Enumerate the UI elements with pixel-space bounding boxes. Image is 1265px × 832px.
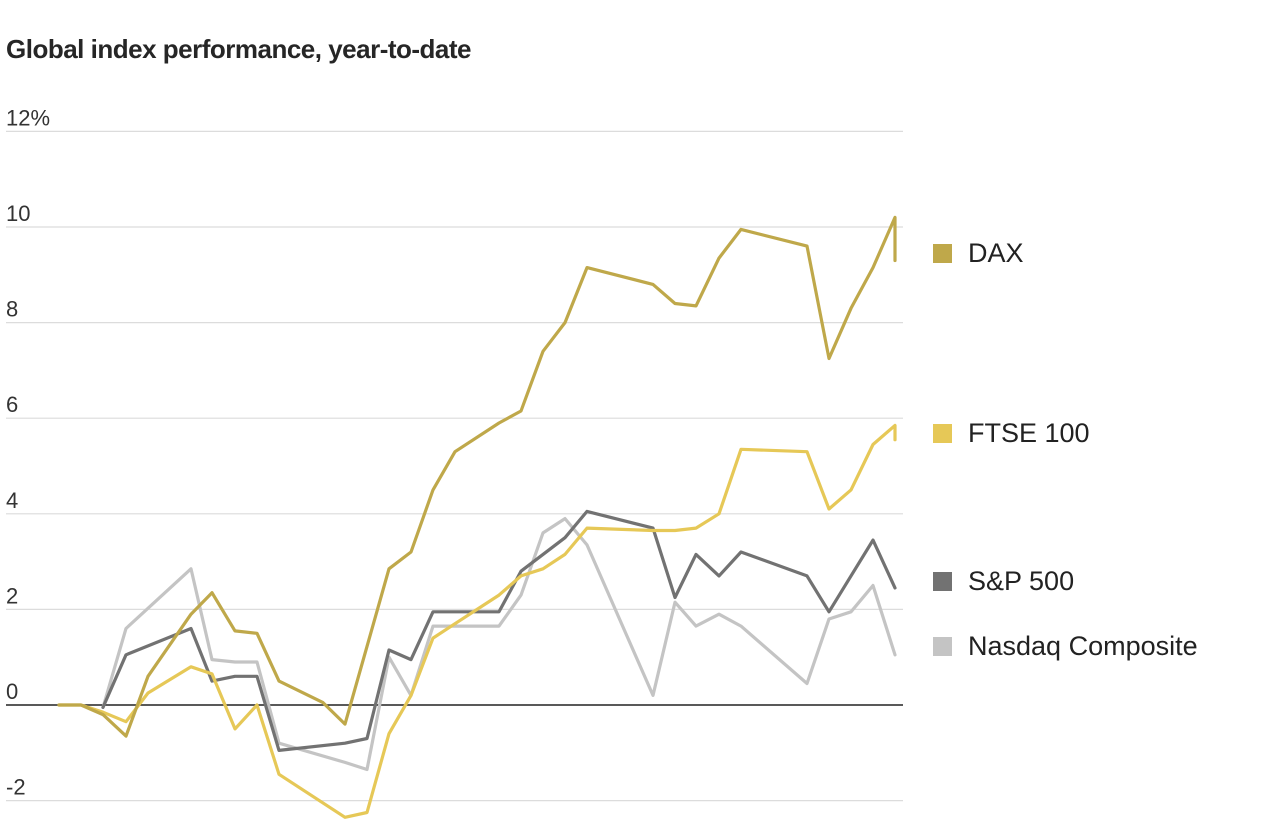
y-tick-label: 12%: [6, 105, 50, 130]
legend-label-ftse-100: FTSE 100: [968, 418, 1090, 448]
y-tick-label: 6: [6, 392, 18, 417]
legend-swatch-dax: [933, 244, 952, 263]
legend-label-s-p-500: S&P 500: [968, 566, 1074, 596]
y-tick-label: 2: [6, 583, 18, 608]
legend-label-nasdaq-composite: Nasdaq Composite: [968, 631, 1198, 661]
y-tick-label: 4: [6, 488, 18, 513]
y-axis-ticks: 12% 10 8 6 4 2 0 -2: [6, 105, 50, 799]
chart-title: Global index performance, year-to-date: [6, 34, 472, 64]
legend-swatch-nasdaq-composite: [933, 637, 952, 656]
y-tick-label: 10: [6, 201, 30, 226]
legend-swatch-ftse-100: [933, 424, 952, 443]
gridlines: [6, 130, 903, 802]
series-line-ftse-100: [57, 423, 897, 819]
y-tick-label: 0: [6, 679, 18, 704]
y-tick-label: 8: [6, 297, 18, 322]
series-line-s-p-500: [101, 509, 897, 753]
series-line-nasdaq-composite: [101, 516, 897, 772]
y-tick-label: -2: [6, 775, 26, 800]
legend-label-dax: DAX: [968, 238, 1024, 268]
legend-swatch-s-p-500: [933, 572, 952, 591]
series-lines: [57, 215, 897, 819]
series-line-dax: [57, 215, 897, 738]
legend: DAX FTSE 100 S&P 500 Nasdaq Composite: [933, 238, 1198, 661]
